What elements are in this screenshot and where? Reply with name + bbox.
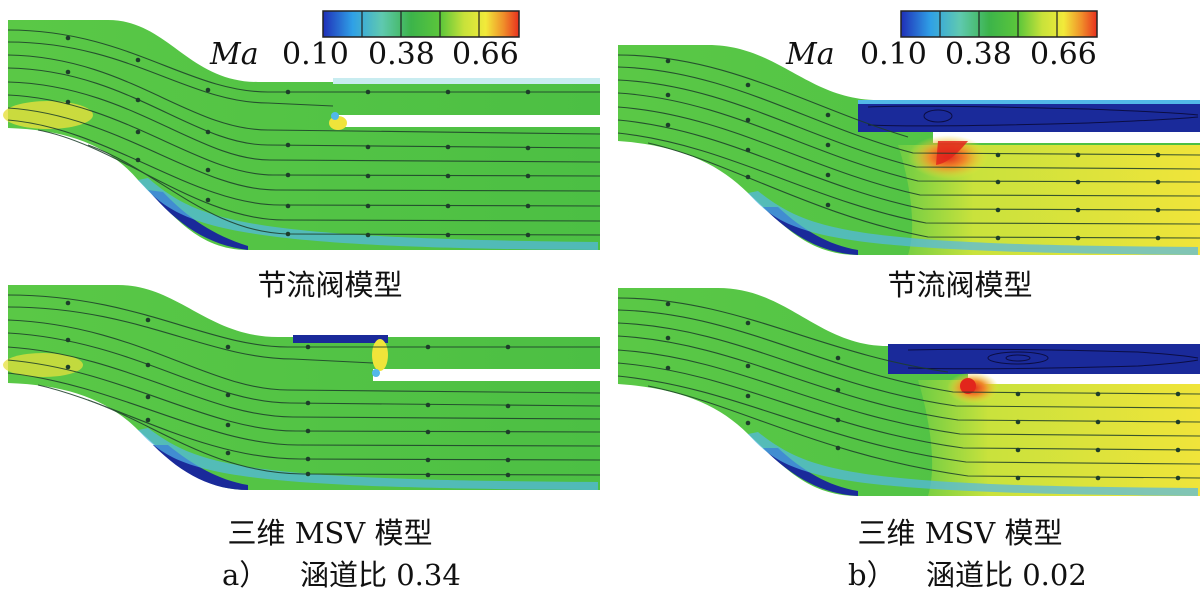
colorbar-left-tick-mid: 0.38	[368, 37, 435, 72]
duct-upper-edge	[333, 78, 600, 84]
splitter-slot	[333, 115, 600, 127]
splitter-slot	[373, 369, 600, 381]
colorbar-left	[322, 10, 522, 44]
flow-field-b-top	[617, 45, 1200, 255]
caption-a-top: 节流阀模型	[257, 268, 403, 302]
colorbar-right-tick-min: 0.10	[860, 37, 927, 72]
panel-label-b: b）	[848, 558, 896, 592]
flow-field-a-top	[3, 20, 601, 250]
duct-body	[8, 20, 600, 250]
colorbar-gradient	[900, 10, 1098, 38]
splitter-slot	[968, 374, 1200, 384]
bypass-dead-zone	[858, 100, 1200, 132]
colorbar-right-tick-max: 0.66	[1030, 37, 1097, 72]
caption-b-bottom: 三维 MSV 模型	[857, 516, 1063, 550]
colorbar-left-tick-min: 0.10	[282, 37, 349, 72]
colorbar-left-title: Ma	[210, 37, 259, 72]
caption-a-bottom: 三维 MSV 模型	[227, 516, 433, 550]
colorbar-gradient	[322, 10, 520, 38]
caption-b-top: 节流阀模型	[887, 268, 1033, 302]
flow-field-a-bottom	[3, 285, 601, 490]
colorbar-right	[900, 10, 1100, 44]
colorbar-right-title: Ma	[786, 37, 835, 72]
colorbar-right-tick-mid: 0.38	[945, 37, 1012, 72]
colorbar-left-tick-max: 0.66	[452, 37, 519, 72]
splitter-slot	[933, 132, 1200, 143]
panel-label-a: a）	[222, 558, 269, 592]
ratio-text-a: 涵道比 0.34	[300, 558, 461, 592]
ratio-text-b: 涵道比 0.02	[926, 558, 1087, 592]
msv-slot-top	[293, 335, 388, 343]
flow-field-b-bottom	[617, 288, 1200, 496]
